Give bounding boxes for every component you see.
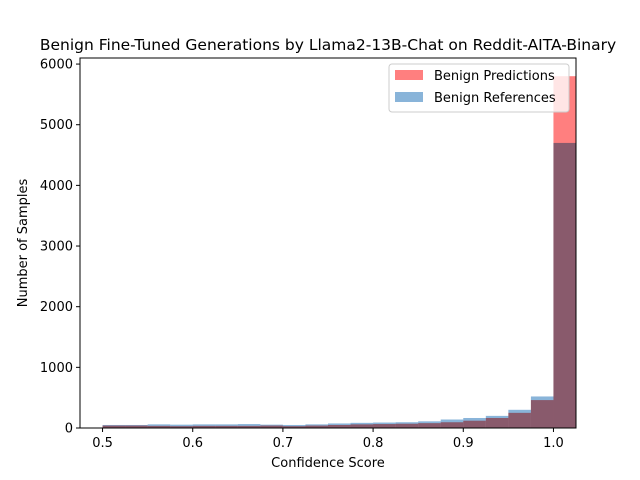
bar-references-0 — [102, 424, 126, 428]
legend-label-references: Benign References — [434, 91, 556, 106]
y-tick-label: 0 — [65, 422, 73, 437]
plot-area — [80, 58, 576, 428]
legend-swatch-references — [395, 92, 423, 102]
y-tick-label: 3000 — [40, 240, 73, 255]
bar-references-13 — [395, 422, 419, 428]
chart-title: Benign Fine-Tuned Generations by Llama2-… — [40, 36, 616, 54]
bar-references-2 — [147, 424, 171, 428]
legend-box — [388, 63, 570, 113]
bar-references-17 — [485, 415, 509, 428]
bar-references-6 — [237, 424, 261, 428]
legend-label-predictions: Benign Predictions — [434, 69, 555, 84]
y-axis-title: Number of Samples — [16, 179, 31, 308]
y-tick-label: 1000 — [40, 361, 73, 376]
bar-references-3 — [170, 424, 193, 428]
bar-references-18 — [508, 409, 531, 428]
bar-references-16 — [463, 417, 486, 428]
y-tick-label: 6000 — [40, 58, 73, 73]
plot-frame — [79, 57, 577, 429]
bar-references-8 — [282, 424, 306, 428]
bar-references-14 — [418, 421, 441, 428]
bar-references-9 — [305, 424, 328, 428]
y-tick-label: 5000 — [40, 118, 73, 133]
bar-references-20 — [553, 142, 576, 429]
bar-references-5 — [215, 424, 238, 428]
legend-swatch-predictions — [395, 70, 423, 80]
x-tick-label: 0.6 — [182, 436, 203, 451]
bar-references-10 — [328, 423, 351, 428]
x-tick-label: 1.0 — [543, 436, 564, 451]
y-tick-label: 4000 — [40, 179, 73, 194]
bar-references-7 — [260, 424, 283, 428]
x-tick-label: 0.8 — [363, 436, 384, 451]
bar-references-19 — [530, 396, 554, 428]
bar-references-4 — [192, 424, 216, 428]
bars-group — [102, 76, 576, 429]
bar-references-12 — [373, 422, 396, 428]
bar-references-15 — [440, 419, 464, 428]
y-tick-label: 2000 — [40, 300, 73, 315]
x-axis-title: Confidence Score — [271, 456, 385, 471]
legend: Benign Predictions Benign References — [388, 63, 570, 113]
bar-references-11 — [350, 422, 374, 428]
x-tick-label: 0.5 — [92, 436, 113, 451]
x-tick-label: 0.7 — [273, 436, 294, 451]
axes-group: 0.5 0.6 0.7 0.8 0.9 1.0 0 1000 2000 3000 4000 5000 6… — [40, 58, 564, 451]
x-tick-label: 0.9 — [453, 436, 474, 451]
bar-references-1 — [125, 424, 148, 428]
